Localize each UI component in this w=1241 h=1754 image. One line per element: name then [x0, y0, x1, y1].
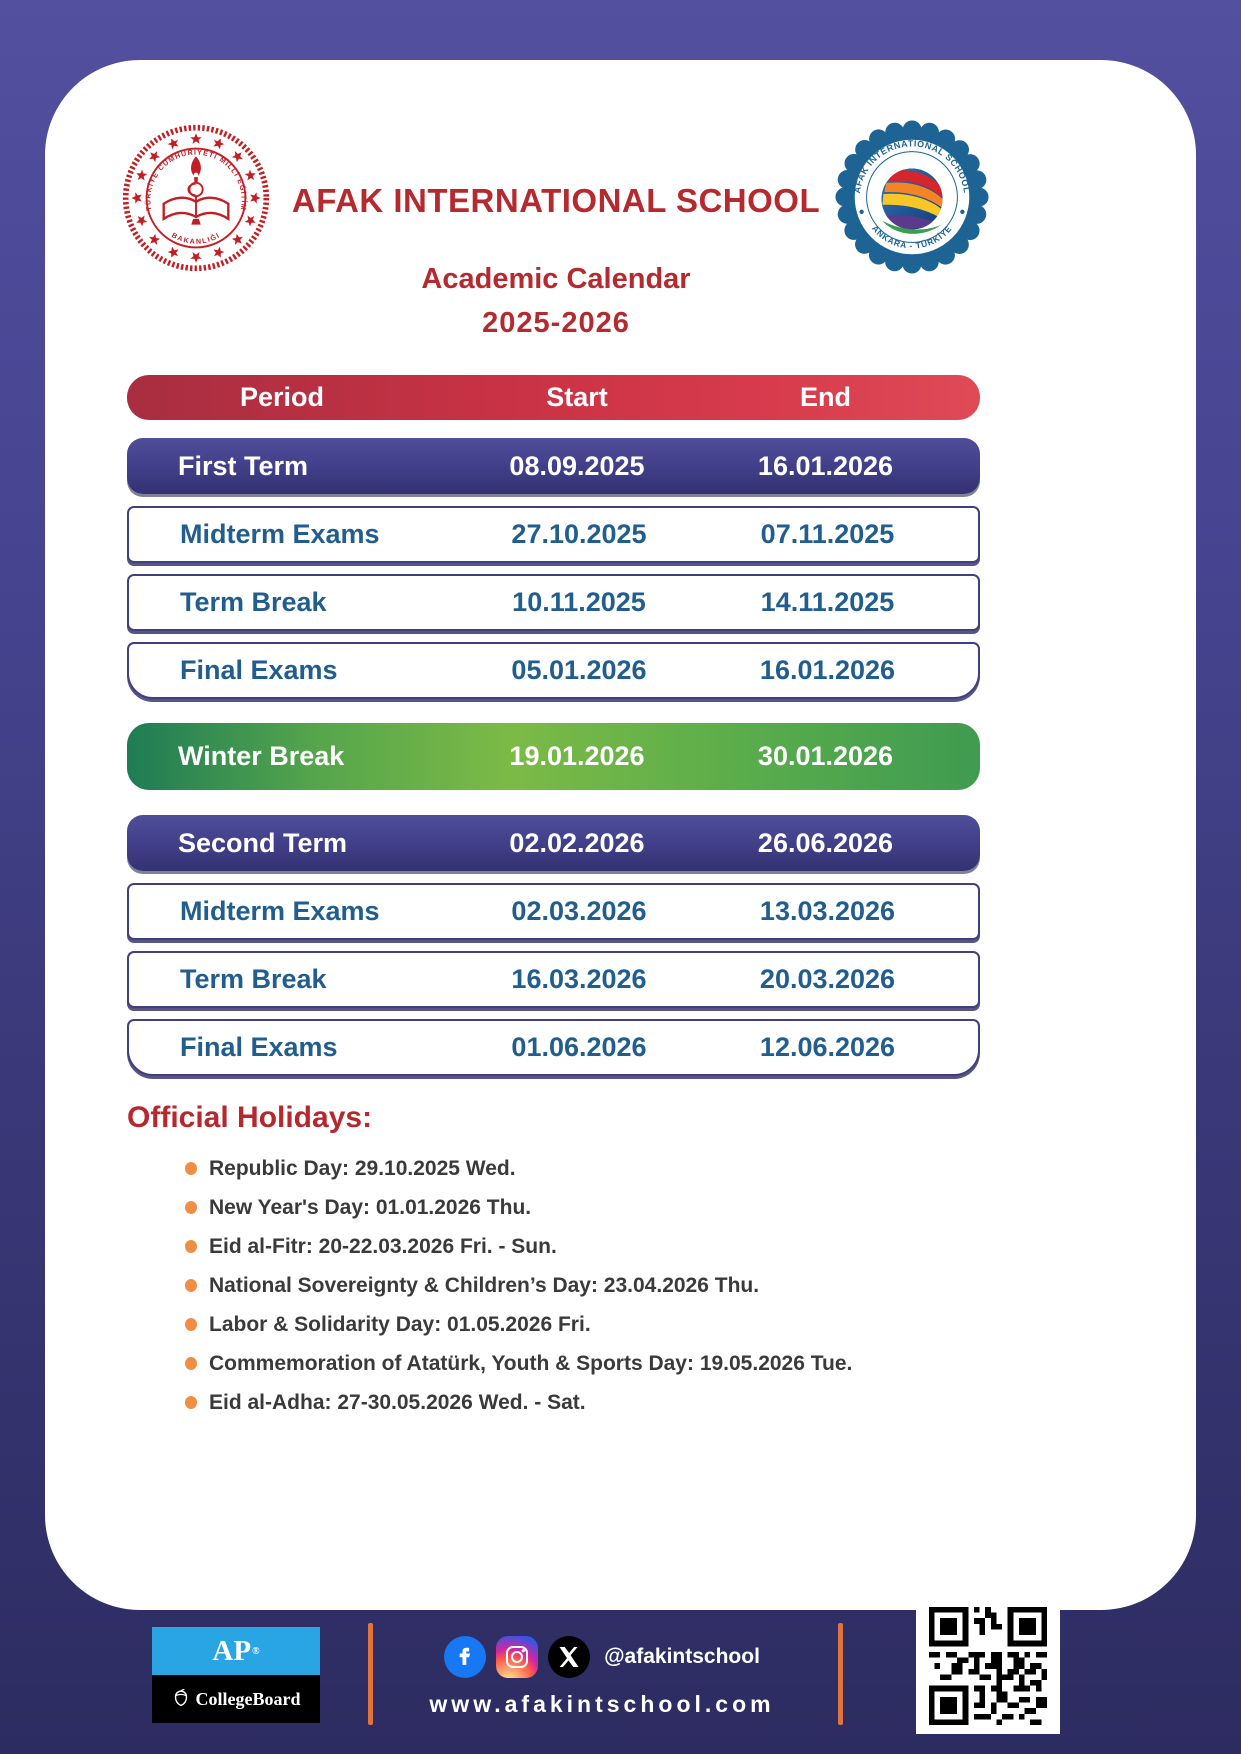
acorn-icon: [174, 1689, 187, 1707]
bullet-icon: [185, 1240, 197, 1253]
bullet-icon: [185, 1396, 197, 1409]
website-url[interactable]: www.afakintschool.com: [429, 1691, 775, 1717]
table-row-second-term: Second Term 02.02.2026 26.06.2026: [127, 815, 980, 871]
list-item: Republic Day: 29.10.2025 Wed.: [185, 1149, 852, 1188]
column-header-period: Period: [239, 382, 325, 412]
list-item: Labor & Solidarity Day: 01.05.2026 Fri.: [185, 1305, 852, 1344]
meb-rope-ring: [122, 124, 270, 272]
bullet-icon: [185, 1279, 197, 1292]
ap-collegeboard-logo: AP ® CollegeBoard: [152, 1627, 320, 1723]
badge-scallop-edge: [835, 120, 989, 274]
page-title: AFAK INTERNATIONAL SCHOOL: [291, 182, 821, 219]
list-item: Eid al-Adha: 27-30.05.2026 Wed. - Sat.: [185, 1383, 852, 1422]
social-block: @afakintschool www.afakintschool.com: [400, 1636, 804, 1718]
divider: [368, 1623, 373, 1725]
qr-code[interactable]: [916, 1598, 1060, 1734]
table-row-winter-break: Winter Break 19.01.2026 30.01.2026: [127, 723, 980, 790]
table-row: Term Break 16.03.2026 20.03.2026: [127, 951, 980, 1008]
table-row: Term Break 10.11.2025 14.11.2025: [127, 574, 980, 631]
facebook-icon[interactable]: [444, 1636, 487, 1678]
ap-logo: AP ®: [152, 1627, 320, 1675]
meb-inner-ring: [145, 147, 247, 249]
holidays-title: Official Holidays:: [127, 1101, 373, 1134]
x-twitter-icon[interactable]: [548, 1636, 591, 1678]
calendar-table: Period Start End First Term 08.09.2025 1…: [127, 375, 980, 1076]
doc-title: Academic Calendar: [421, 263, 691, 295]
meb-ministry-logo: TÜRKİYE CUMHURİYETİ MİLLİ EĞİTİM BAKANLI…: [122, 124, 270, 272]
divider: [838, 1623, 843, 1725]
column-header-start: Start: [546, 382, 608, 412]
table-row: Final Exams 01.06.2026 12.06.2026: [127, 1019, 980, 1076]
table-row: Midterm Exams 02.03.2026 13.03.2026: [127, 883, 980, 940]
meb-torch-book-emblem: [162, 156, 230, 225]
table-header-row: Period Start End: [127, 375, 980, 420]
table-row-first-term: First Term 08.09.2025 16.01.2026: [127, 438, 980, 494]
badge-globe: [881, 168, 943, 234]
table-row: Final Exams 05.01.2026 16.01.2026: [127, 642, 980, 699]
afak-school-logo: AFAK INTERNATIONAL SCHOOL ANKARA - TÜRKİ…: [835, 120, 989, 274]
bullet-icon: [185, 1201, 197, 1214]
bullet-icon: [185, 1357, 197, 1370]
list-item: National Sovereignty & Children’s Day: 2…: [185, 1266, 852, 1305]
social-handle[interactable]: @afakintschool: [604, 1645, 760, 1668]
column-header-end: End: [800, 382, 851, 412]
list-item: Eid al-Fitr: 20-22.03.2026 Fri. - Sun.: [185, 1227, 852, 1266]
instagram-icon[interactable]: [496, 1636, 539, 1678]
table-row: Midterm Exams 27.10.2025 07.11.2025: [127, 506, 980, 563]
content-card: TÜRKİYE CUMHURİYETİ MİLLİ EĞİTİM BAKANLI…: [45, 60, 1196, 1610]
doc-years: 2025-2026: [482, 307, 630, 339]
collegeboard-logo: CollegeBoard: [152, 1675, 320, 1723]
holidays-list: Republic Day: 29.10.2025 Wed. New Year's…: [185, 1149, 852, 1422]
list-item: Commemoration of Atatürk, Youth & Sports…: [185, 1344, 852, 1383]
list-item: New Year's Day: 01.01.2026 Thu.: [185, 1188, 852, 1227]
qr-code-image: [929, 1607, 1047, 1725]
bullet-icon: [185, 1162, 197, 1175]
bullet-icon: [185, 1318, 197, 1331]
